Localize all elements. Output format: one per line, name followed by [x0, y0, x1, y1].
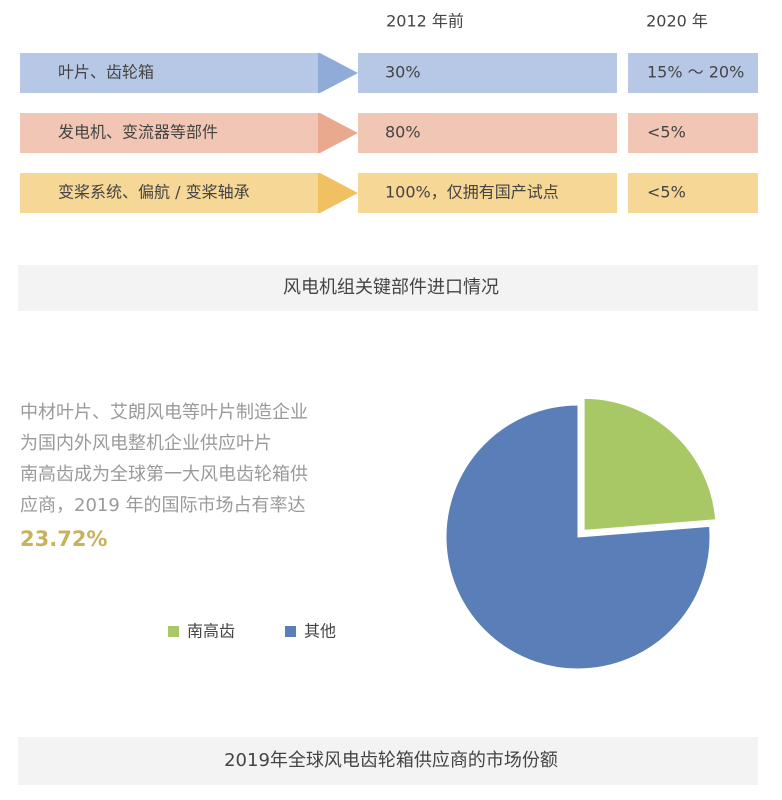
- cell-text: <5%: [647, 123, 686, 142]
- description-line: 南高齿成为全球第一大风电齿轮箱供: [20, 464, 308, 485]
- cell-text: 变桨系统、偏航 / 变桨轴承: [58, 183, 250, 202]
- legend-swatch: [285, 626, 296, 637]
- column-header: 2012 年前: [386, 12, 464, 31]
- legend-swatch: [168, 626, 179, 637]
- legend-label: 南高齿: [187, 622, 235, 641]
- cell-text: 30%: [385, 63, 421, 82]
- cell-text: <5%: [647, 183, 686, 202]
- cell-text: 15% ～ 20%: [647, 63, 744, 82]
- cell: [628, 113, 758, 153]
- caption-box: [18, 737, 758, 785]
- description-line: 应商，2019 年的国际市场占有率达: [20, 495, 306, 516]
- description-line: 为国内外风电整机企业供应叶片: [20, 433, 272, 454]
- cell: [358, 53, 617, 93]
- row-label-cell: [20, 113, 320, 153]
- cell-text: 叶片、齿轮箱: [58, 63, 154, 82]
- cell-text: 80%: [385, 123, 421, 142]
- pie-slice: [583, 397, 717, 531]
- cell-text: 发电机、变流器等部件: [58, 123, 218, 142]
- cell: [358, 173, 617, 213]
- description-line: 中材叶片、艾朗风电等叶片制造企业: [20, 402, 308, 423]
- column-header: 2020 年: [646, 12, 708, 31]
- row-label-cell: [20, 173, 320, 213]
- cell: [358, 113, 617, 153]
- cell-text: 100%，仅拥有国产试点: [385, 183, 559, 202]
- cell: [628, 173, 758, 213]
- legend-label: 其他: [304, 622, 336, 641]
- row-arrow: [318, 113, 358, 153]
- table-caption: 风电机组关键部件进口情况: [283, 277, 499, 298]
- row-arrow: [318, 53, 358, 93]
- caption-box: [18, 265, 758, 311]
- row-label-cell: [20, 53, 320, 93]
- pie-slice: [445, 404, 711, 670]
- highlight-value: 23.72%: [20, 527, 107, 551]
- cell: [628, 53, 758, 93]
- chart-caption: 2019年全球风电齿轮箱供应商的市场份额: [224, 750, 558, 771]
- row-arrow: [318, 173, 358, 213]
